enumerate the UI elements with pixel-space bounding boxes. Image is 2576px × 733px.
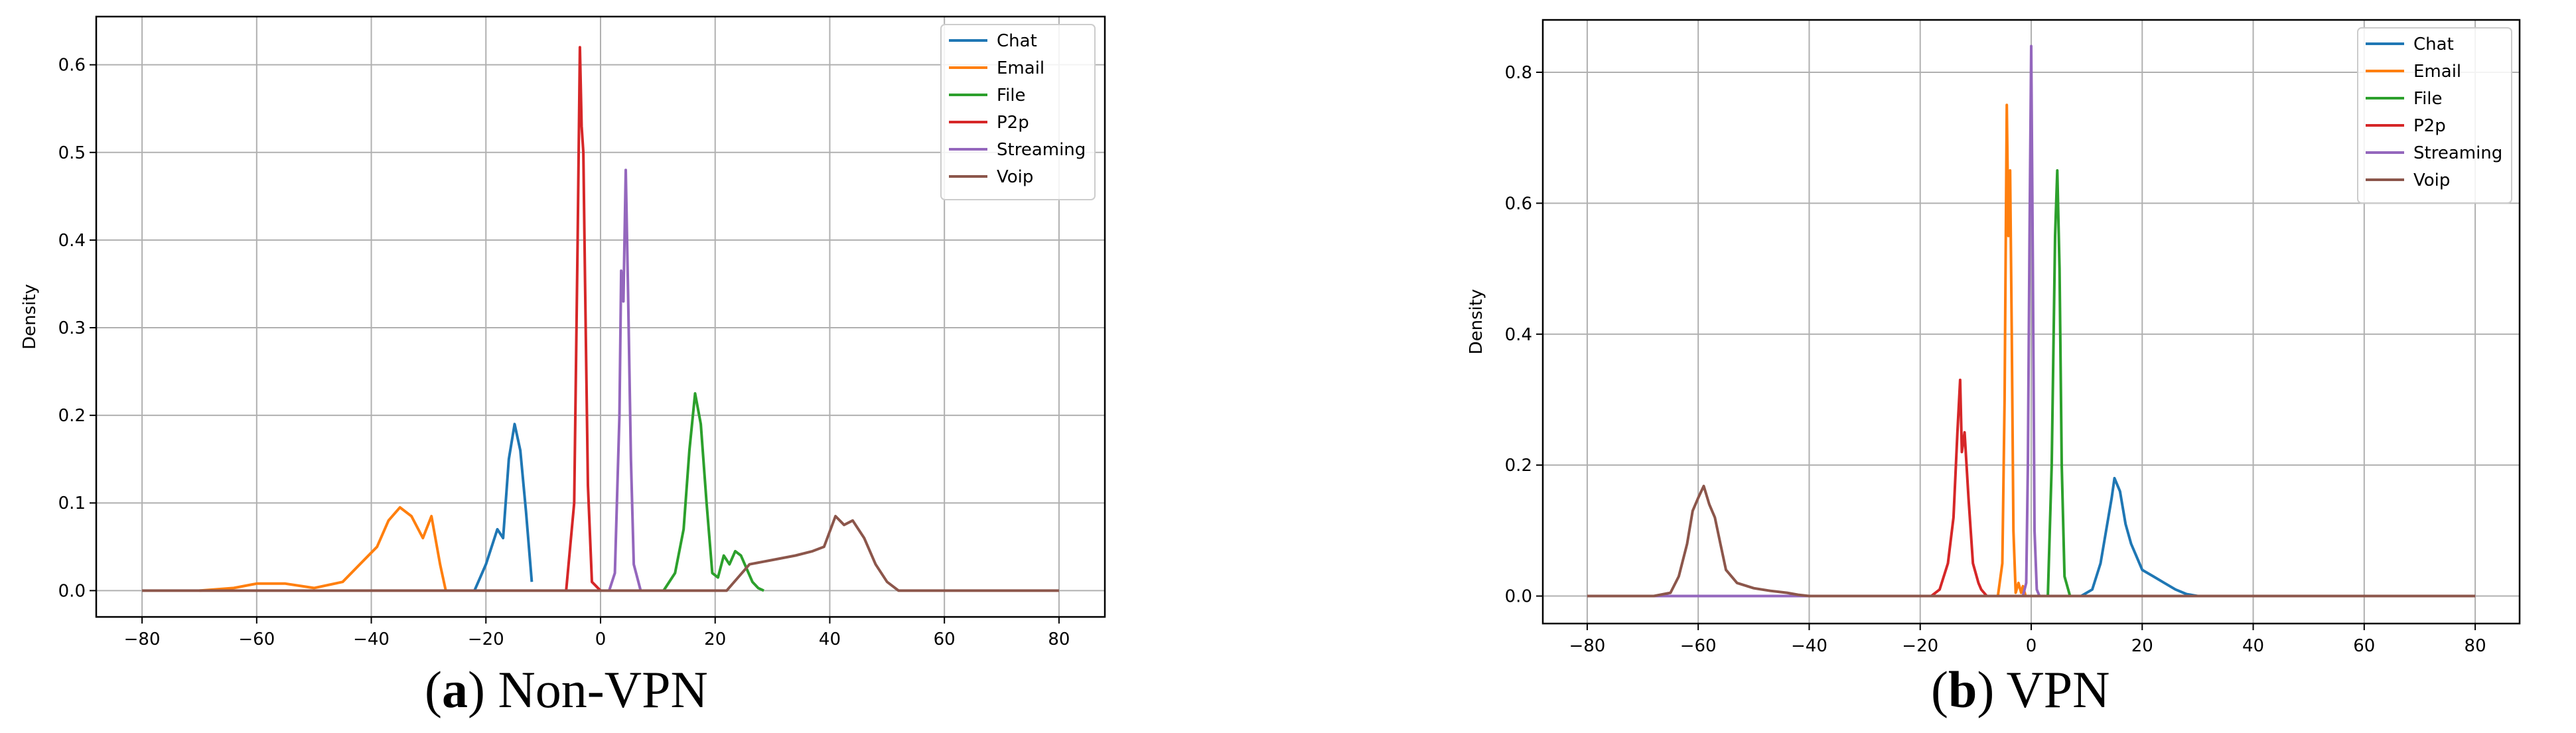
series-line-file xyxy=(2046,169,2072,597)
y-tick-label: 0.4 xyxy=(58,231,86,251)
caption-b-text: VPN xyxy=(2006,661,2110,718)
y-tick-label: 0.1 xyxy=(58,494,86,513)
x-tick-label: −60 xyxy=(1680,636,1717,656)
y-tick-label: 0.5 xyxy=(58,143,86,163)
series-line-p2p xyxy=(565,46,602,592)
legend-label-voip: Voip xyxy=(997,167,1033,187)
x-tick-label: 0 xyxy=(595,630,607,649)
caption-a-text: Non-VPN xyxy=(498,661,708,718)
chart-panel-b: −80 −60 −40 −20 0 20 40 60 80 0.0 0.2 0.4 0.6 0.8 Dens… xyxy=(1467,19,2521,656)
legend: Chat Email File P2p Streaming Voip xyxy=(2357,27,2512,204)
y-tick-label: 0.2 xyxy=(58,406,86,426)
x-tick-label: −40 xyxy=(1791,636,1827,656)
x-tick-label: −40 xyxy=(353,630,390,649)
y-tick-label: 0.2 xyxy=(1505,456,1532,476)
series-line-chat xyxy=(2080,476,2198,598)
y-tick-label: 0.6 xyxy=(58,56,86,76)
legend-label-file: File xyxy=(997,86,1026,105)
x-tick-label: −60 xyxy=(238,630,275,649)
series-line-email xyxy=(1996,103,2027,597)
x-tick-label: 80 xyxy=(1048,630,1070,649)
y-tick-label: 0.3 xyxy=(58,318,86,338)
series-line-streaming xyxy=(608,168,642,592)
x-tick-label: 0 xyxy=(2026,636,2037,656)
y-tick-label: 0.6 xyxy=(1505,194,1532,214)
caption-a-label: a xyxy=(441,661,468,718)
y-tick-label: 0.4 xyxy=(1505,325,1532,345)
legend-label-streaming: Streaming xyxy=(997,140,1086,160)
legend-label-chat: Chat xyxy=(997,31,1037,51)
legend-label-p2p: P2p xyxy=(997,113,1029,133)
x-tick-label: 20 xyxy=(704,630,726,649)
legend-label-email: Email xyxy=(2413,62,2461,82)
legend-label-chat: Chat xyxy=(2413,34,2454,54)
chart-panel-a: −80 −60 −40 −20 0 20 40 60 80 0.0 0.1 0.2 0.3 0.4 0.5 0… xyxy=(20,15,1106,649)
x-tick-label: 20 xyxy=(2131,636,2153,656)
legend-label-email: Email xyxy=(997,58,1044,78)
legend: Chat Email File P2p Streaming Voip xyxy=(940,24,1096,200)
y-tick-label: 0.0 xyxy=(1505,587,1532,607)
legend-label-voip: Voip xyxy=(2413,170,2450,190)
series-line-chat xyxy=(473,423,534,592)
y-axis-label: Density xyxy=(20,284,40,350)
caption-b-label: b xyxy=(1948,661,1977,718)
legend-label-p2p: P2p xyxy=(2413,116,2446,136)
x-tick-label: 40 xyxy=(2242,636,2264,656)
x-tick-label: −80 xyxy=(1569,636,1605,656)
x-tick-label: −80 xyxy=(124,630,161,649)
x-tick-label: 80 xyxy=(2465,636,2486,656)
y-tick-label: 0.8 xyxy=(1505,63,1532,83)
caption-a: (a) Non-VPN xyxy=(425,661,708,718)
y-axis-label: Density xyxy=(1467,289,1486,355)
x-tick-label: 40 xyxy=(819,630,841,649)
series-line-voip xyxy=(1587,484,2476,598)
x-tick-label: 60 xyxy=(2353,636,2375,656)
series-line-email xyxy=(199,505,447,592)
series-line-p2p xyxy=(1930,378,1988,598)
legend-label-file: File xyxy=(2413,89,2443,109)
y-tick-label: 0.0 xyxy=(58,581,86,601)
caption-b: (b) VPN xyxy=(1931,661,2110,718)
x-tick-label: 60 xyxy=(934,630,956,649)
x-tick-label: −20 xyxy=(468,630,504,649)
series-line-file xyxy=(662,392,764,592)
series-line-voip xyxy=(142,515,1059,592)
x-tick-label: −20 xyxy=(1902,636,1938,656)
legend-label-streaming: Streaming xyxy=(2413,143,2502,163)
